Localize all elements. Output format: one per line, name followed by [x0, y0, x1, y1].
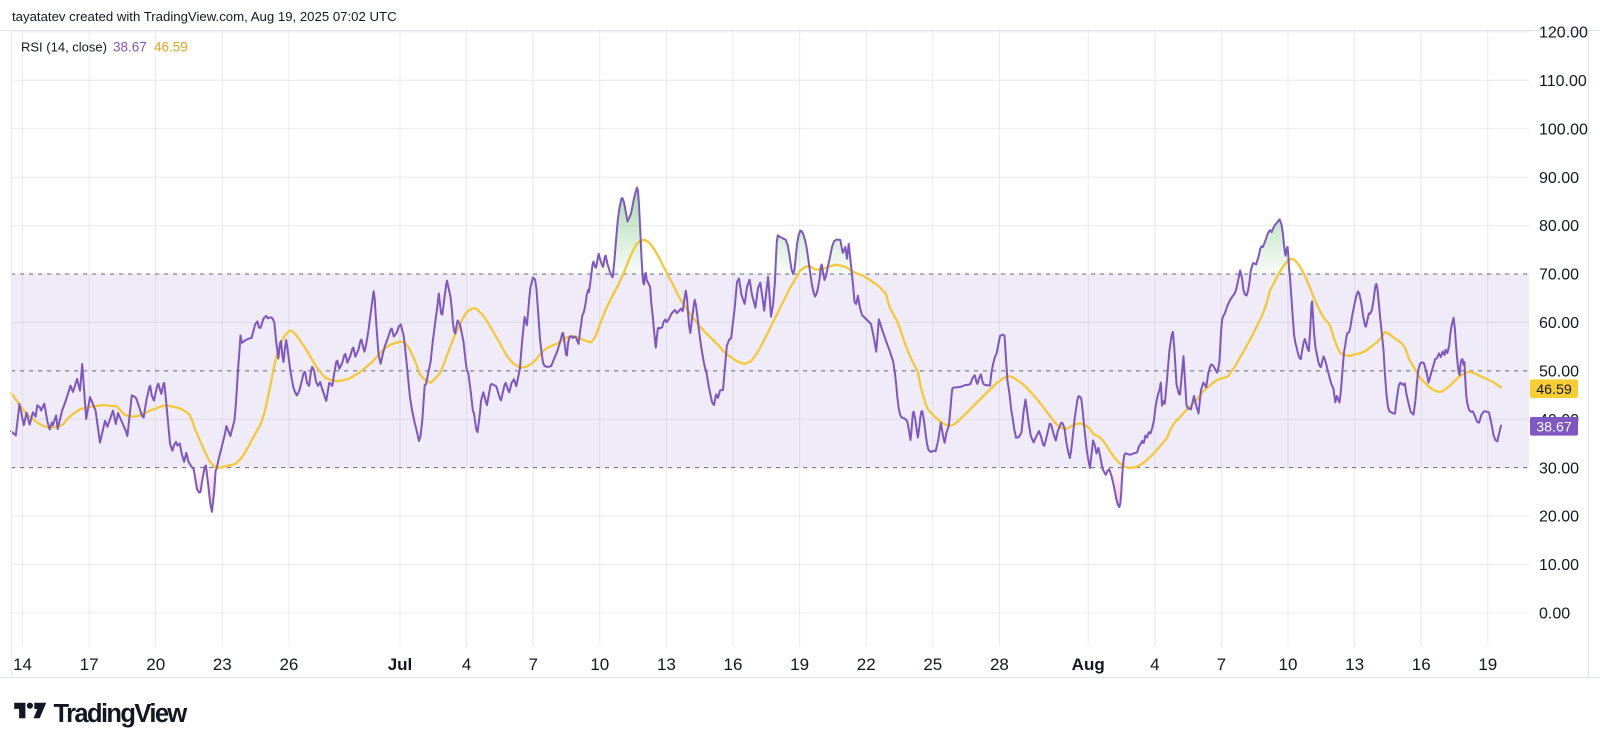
svg-text:20.00: 20.00 [1539, 509, 1579, 526]
svg-text:28: 28 [990, 655, 1009, 674]
svg-text:50.00: 50.00 [1539, 363, 1579, 380]
svg-text:16: 16 [1412, 655, 1431, 674]
svg-text:13: 13 [1345, 655, 1364, 674]
svg-text:RSI (14, close): RSI (14, close) [21, 40, 107, 55]
svg-text:70.00: 70.00 [1539, 267, 1579, 284]
svg-text:10: 10 [590, 655, 609, 674]
svg-text:25: 25 [923, 655, 942, 674]
svg-text:120.00: 120.00 [1539, 25, 1588, 42]
svg-text:TradingView: TradingView [54, 700, 188, 728]
svg-text:19: 19 [790, 655, 809, 674]
svg-text:80.00: 80.00 [1539, 218, 1579, 235]
svg-text:13: 13 [657, 655, 676, 674]
svg-text:17: 17 [80, 655, 99, 674]
svg-text:10: 10 [1279, 655, 1298, 674]
svg-text:0.00: 0.00 [1539, 606, 1570, 623]
svg-text:26: 26 [279, 655, 298, 674]
svg-text:tayatatev created with Trading: tayatatev created with TradingView.com, … [12, 9, 397, 24]
svg-text:4: 4 [462, 655, 471, 674]
svg-text:20: 20 [146, 655, 165, 674]
svg-text:16: 16 [724, 655, 743, 674]
svg-text:38.67: 38.67 [1536, 419, 1572, 435]
svg-text:60.00: 60.00 [1539, 315, 1579, 332]
svg-text:10.00: 10.00 [1539, 557, 1579, 574]
svg-text:46.59: 46.59 [154, 40, 188, 55]
svg-text:14: 14 [13, 655, 32, 674]
svg-text:100.00: 100.00 [1539, 121, 1588, 138]
svg-text:4: 4 [1150, 655, 1159, 674]
svg-text:90.00: 90.00 [1539, 170, 1579, 187]
svg-text:7: 7 [1217, 655, 1226, 674]
svg-text:Aug: Aug [1072, 655, 1105, 674]
svg-text:22: 22 [857, 655, 876, 674]
svg-text:23: 23 [213, 655, 232, 674]
svg-text:46.59: 46.59 [1536, 382, 1572, 398]
svg-text:19: 19 [1478, 655, 1497, 674]
svg-text:38.67: 38.67 [113, 40, 147, 55]
svg-text:Jul: Jul [388, 655, 413, 674]
svg-text:110.00: 110.00 [1539, 73, 1587, 90]
svg-text:30.00: 30.00 [1539, 460, 1579, 477]
svg-text:7: 7 [528, 655, 537, 674]
